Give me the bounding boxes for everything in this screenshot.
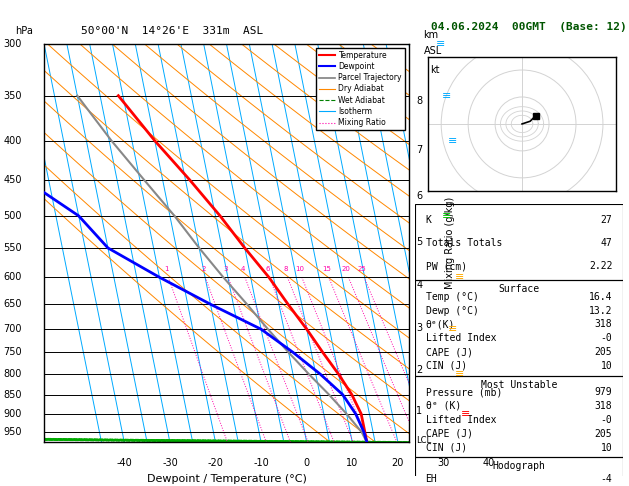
Text: Temp (°C): Temp (°C) xyxy=(426,292,479,302)
Text: 27: 27 xyxy=(601,215,613,225)
Text: Dewpoint / Temperature (°C): Dewpoint / Temperature (°C) xyxy=(147,474,306,484)
Text: 20: 20 xyxy=(342,266,350,272)
Text: 04.06.2024  00GMT  (Base: 12): 04.06.2024 00GMT (Base: 12) xyxy=(431,22,626,32)
Text: ≡: ≡ xyxy=(455,272,464,282)
Text: Surface: Surface xyxy=(498,284,540,295)
Text: Mixing Ratio (g/kg): Mixing Ratio (g/kg) xyxy=(445,197,455,289)
Text: 6: 6 xyxy=(416,191,422,201)
Text: -0: -0 xyxy=(601,415,613,425)
Text: ≡: ≡ xyxy=(442,91,451,101)
Text: 20: 20 xyxy=(392,458,404,468)
Text: Hodograph: Hodograph xyxy=(493,461,545,471)
Text: 10: 10 xyxy=(601,443,613,452)
Text: 750: 750 xyxy=(4,347,22,358)
Text: 950: 950 xyxy=(4,427,22,437)
Text: 350: 350 xyxy=(4,91,22,101)
Text: 4: 4 xyxy=(240,266,245,272)
Text: ≡: ≡ xyxy=(442,211,451,221)
Bar xyxy=(415,457,623,486)
Text: Pressure (mb): Pressure (mb) xyxy=(426,387,502,397)
Text: ≡: ≡ xyxy=(455,369,464,379)
Text: 15: 15 xyxy=(322,266,331,272)
Text: -40: -40 xyxy=(116,458,132,468)
Text: 979: 979 xyxy=(594,387,613,397)
Text: 850: 850 xyxy=(4,390,22,399)
Text: 205: 205 xyxy=(594,347,613,357)
Text: 8: 8 xyxy=(283,266,287,272)
Text: 550: 550 xyxy=(4,243,22,253)
Text: 8: 8 xyxy=(416,96,422,106)
Text: LCL: LCL xyxy=(416,436,431,445)
Text: 7: 7 xyxy=(416,145,423,155)
Text: PW (cm): PW (cm) xyxy=(426,261,467,271)
Text: ≡: ≡ xyxy=(436,39,445,49)
Text: ≡: ≡ xyxy=(461,409,470,419)
Text: 3: 3 xyxy=(416,323,422,333)
Text: CAPE (J): CAPE (J) xyxy=(426,429,472,439)
Text: 25: 25 xyxy=(357,266,366,272)
Bar xyxy=(415,204,623,280)
Text: 1: 1 xyxy=(416,406,422,417)
Text: CAPE (J): CAPE (J) xyxy=(426,347,472,357)
Text: 30: 30 xyxy=(437,458,450,468)
Text: 650: 650 xyxy=(4,299,22,309)
Text: 10: 10 xyxy=(295,266,304,272)
Text: ≡: ≡ xyxy=(448,324,457,334)
Text: 40: 40 xyxy=(483,458,495,468)
Text: Totals Totals: Totals Totals xyxy=(426,238,502,248)
Legend: Temperature, Dewpoint, Parcel Trajectory, Dry Adiabat, Wet Adiabat, Isotherm, Mi: Temperature, Dewpoint, Parcel Trajectory… xyxy=(316,48,405,130)
Text: -10: -10 xyxy=(253,458,269,468)
Text: -4: -4 xyxy=(601,474,613,484)
Bar xyxy=(415,376,623,457)
Text: 50°00'N  14°26'E  331m  ASL: 50°00'N 14°26'E 331m ASL xyxy=(81,26,263,36)
Text: 0: 0 xyxy=(304,458,309,468)
Text: 318: 318 xyxy=(594,401,613,411)
Text: 700: 700 xyxy=(4,324,22,334)
Text: 600: 600 xyxy=(4,272,22,282)
Text: CIN (J): CIN (J) xyxy=(426,443,467,452)
Text: 3: 3 xyxy=(224,266,228,272)
Text: 205: 205 xyxy=(594,429,613,439)
Text: K: K xyxy=(426,215,431,225)
Text: 5: 5 xyxy=(416,237,423,247)
Text: 13.2: 13.2 xyxy=(589,306,613,315)
Text: EH: EH xyxy=(426,474,437,484)
Text: 800: 800 xyxy=(4,369,22,379)
Text: Dewp (°C): Dewp (°C) xyxy=(426,306,479,315)
Text: 2.22: 2.22 xyxy=(589,261,613,271)
Text: 6: 6 xyxy=(265,266,269,272)
Text: kt: kt xyxy=(430,65,440,75)
Text: hPa: hPa xyxy=(15,26,33,36)
Text: 10: 10 xyxy=(346,458,359,468)
Text: ≡: ≡ xyxy=(448,136,457,146)
Text: -30: -30 xyxy=(162,458,178,468)
Text: θᵉ (K): θᵉ (K) xyxy=(426,401,461,411)
Text: 16.4: 16.4 xyxy=(589,292,613,302)
Text: -20: -20 xyxy=(208,458,223,468)
Text: Lifted Index: Lifted Index xyxy=(426,333,496,343)
Text: 900: 900 xyxy=(4,409,22,419)
Text: Most Unstable: Most Unstable xyxy=(481,380,557,390)
Text: CIN (J): CIN (J) xyxy=(426,361,467,371)
Text: 47: 47 xyxy=(601,238,613,248)
Text: 300: 300 xyxy=(4,39,22,49)
Text: 450: 450 xyxy=(4,175,22,185)
Text: km: km xyxy=(423,30,438,40)
Text: ASL: ASL xyxy=(423,46,442,56)
Text: -0: -0 xyxy=(601,333,613,343)
Text: 2: 2 xyxy=(201,266,206,272)
Text: 2: 2 xyxy=(416,365,423,375)
Text: θᵉ(K): θᵉ(K) xyxy=(426,319,455,330)
Text: 4: 4 xyxy=(416,280,422,290)
Text: 400: 400 xyxy=(4,136,22,146)
Text: 1: 1 xyxy=(164,266,169,272)
Text: 10: 10 xyxy=(601,361,613,371)
Text: 318: 318 xyxy=(594,319,613,330)
Text: Lifted Index: Lifted Index xyxy=(426,415,496,425)
Bar xyxy=(415,280,623,376)
Text: 500: 500 xyxy=(4,211,22,221)
